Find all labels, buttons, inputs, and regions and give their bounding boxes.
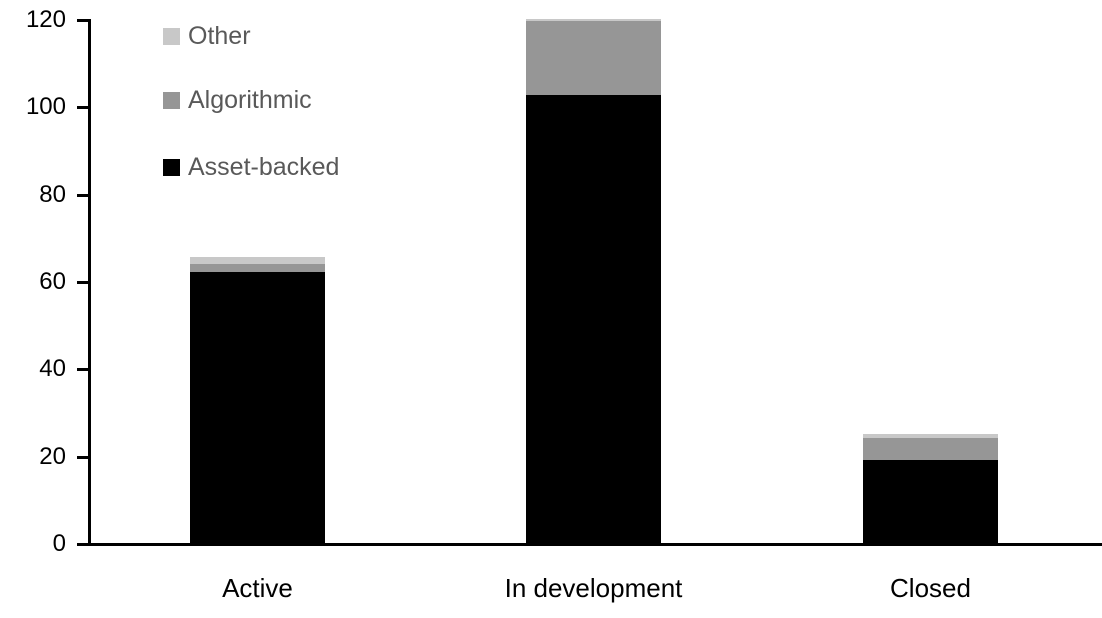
bar-segment-asset-backed xyxy=(190,272,325,543)
y-tick-label: 120 xyxy=(25,6,66,33)
y-tick-label: 60 xyxy=(39,268,66,295)
x-axis-line xyxy=(77,543,1102,546)
legend-swatch-asset-backed xyxy=(163,159,180,176)
y-tick-mark xyxy=(77,455,88,459)
legend-swatch-other xyxy=(163,28,180,45)
bar-segment-other xyxy=(190,256,325,264)
bar-closed xyxy=(863,433,998,543)
y-tick-mark xyxy=(77,106,88,110)
y-tick-mark xyxy=(77,368,88,372)
bar-segment-algorithmic xyxy=(863,438,998,461)
legend-label: Algorithmic xyxy=(188,86,312,114)
y-tick-label: 80 xyxy=(39,180,66,208)
bar-segment-asset-backed xyxy=(526,95,661,543)
legend-label: Asset-backed xyxy=(188,153,340,181)
y-tick-label: 0 xyxy=(52,530,66,557)
y-tick-label: 20 xyxy=(39,442,66,470)
y-tick-mark xyxy=(77,543,88,546)
bar-segment-asset-backed xyxy=(863,460,998,543)
y-axis-line xyxy=(88,19,91,546)
bar-in-development xyxy=(526,19,661,543)
bar-segment-algorithmic xyxy=(190,263,325,273)
bar-segment-other xyxy=(863,433,998,439)
y-tick-label: 100 xyxy=(25,93,66,121)
legend-swatch-algorithmic xyxy=(163,92,180,109)
y-tick-mark xyxy=(77,281,88,284)
y-tick-label: 40 xyxy=(39,355,66,383)
bar-segment-other xyxy=(526,19,661,22)
bar-active xyxy=(190,256,325,543)
legend-label: Other xyxy=(188,22,251,50)
bar-segment-algorithmic xyxy=(526,21,661,96)
y-tick-mark xyxy=(77,193,88,197)
x-axis-label: In development xyxy=(504,573,683,603)
x-axis-label: Active xyxy=(222,573,293,603)
y-tick-mark xyxy=(77,19,88,22)
x-axis-label: Closed xyxy=(890,573,971,603)
